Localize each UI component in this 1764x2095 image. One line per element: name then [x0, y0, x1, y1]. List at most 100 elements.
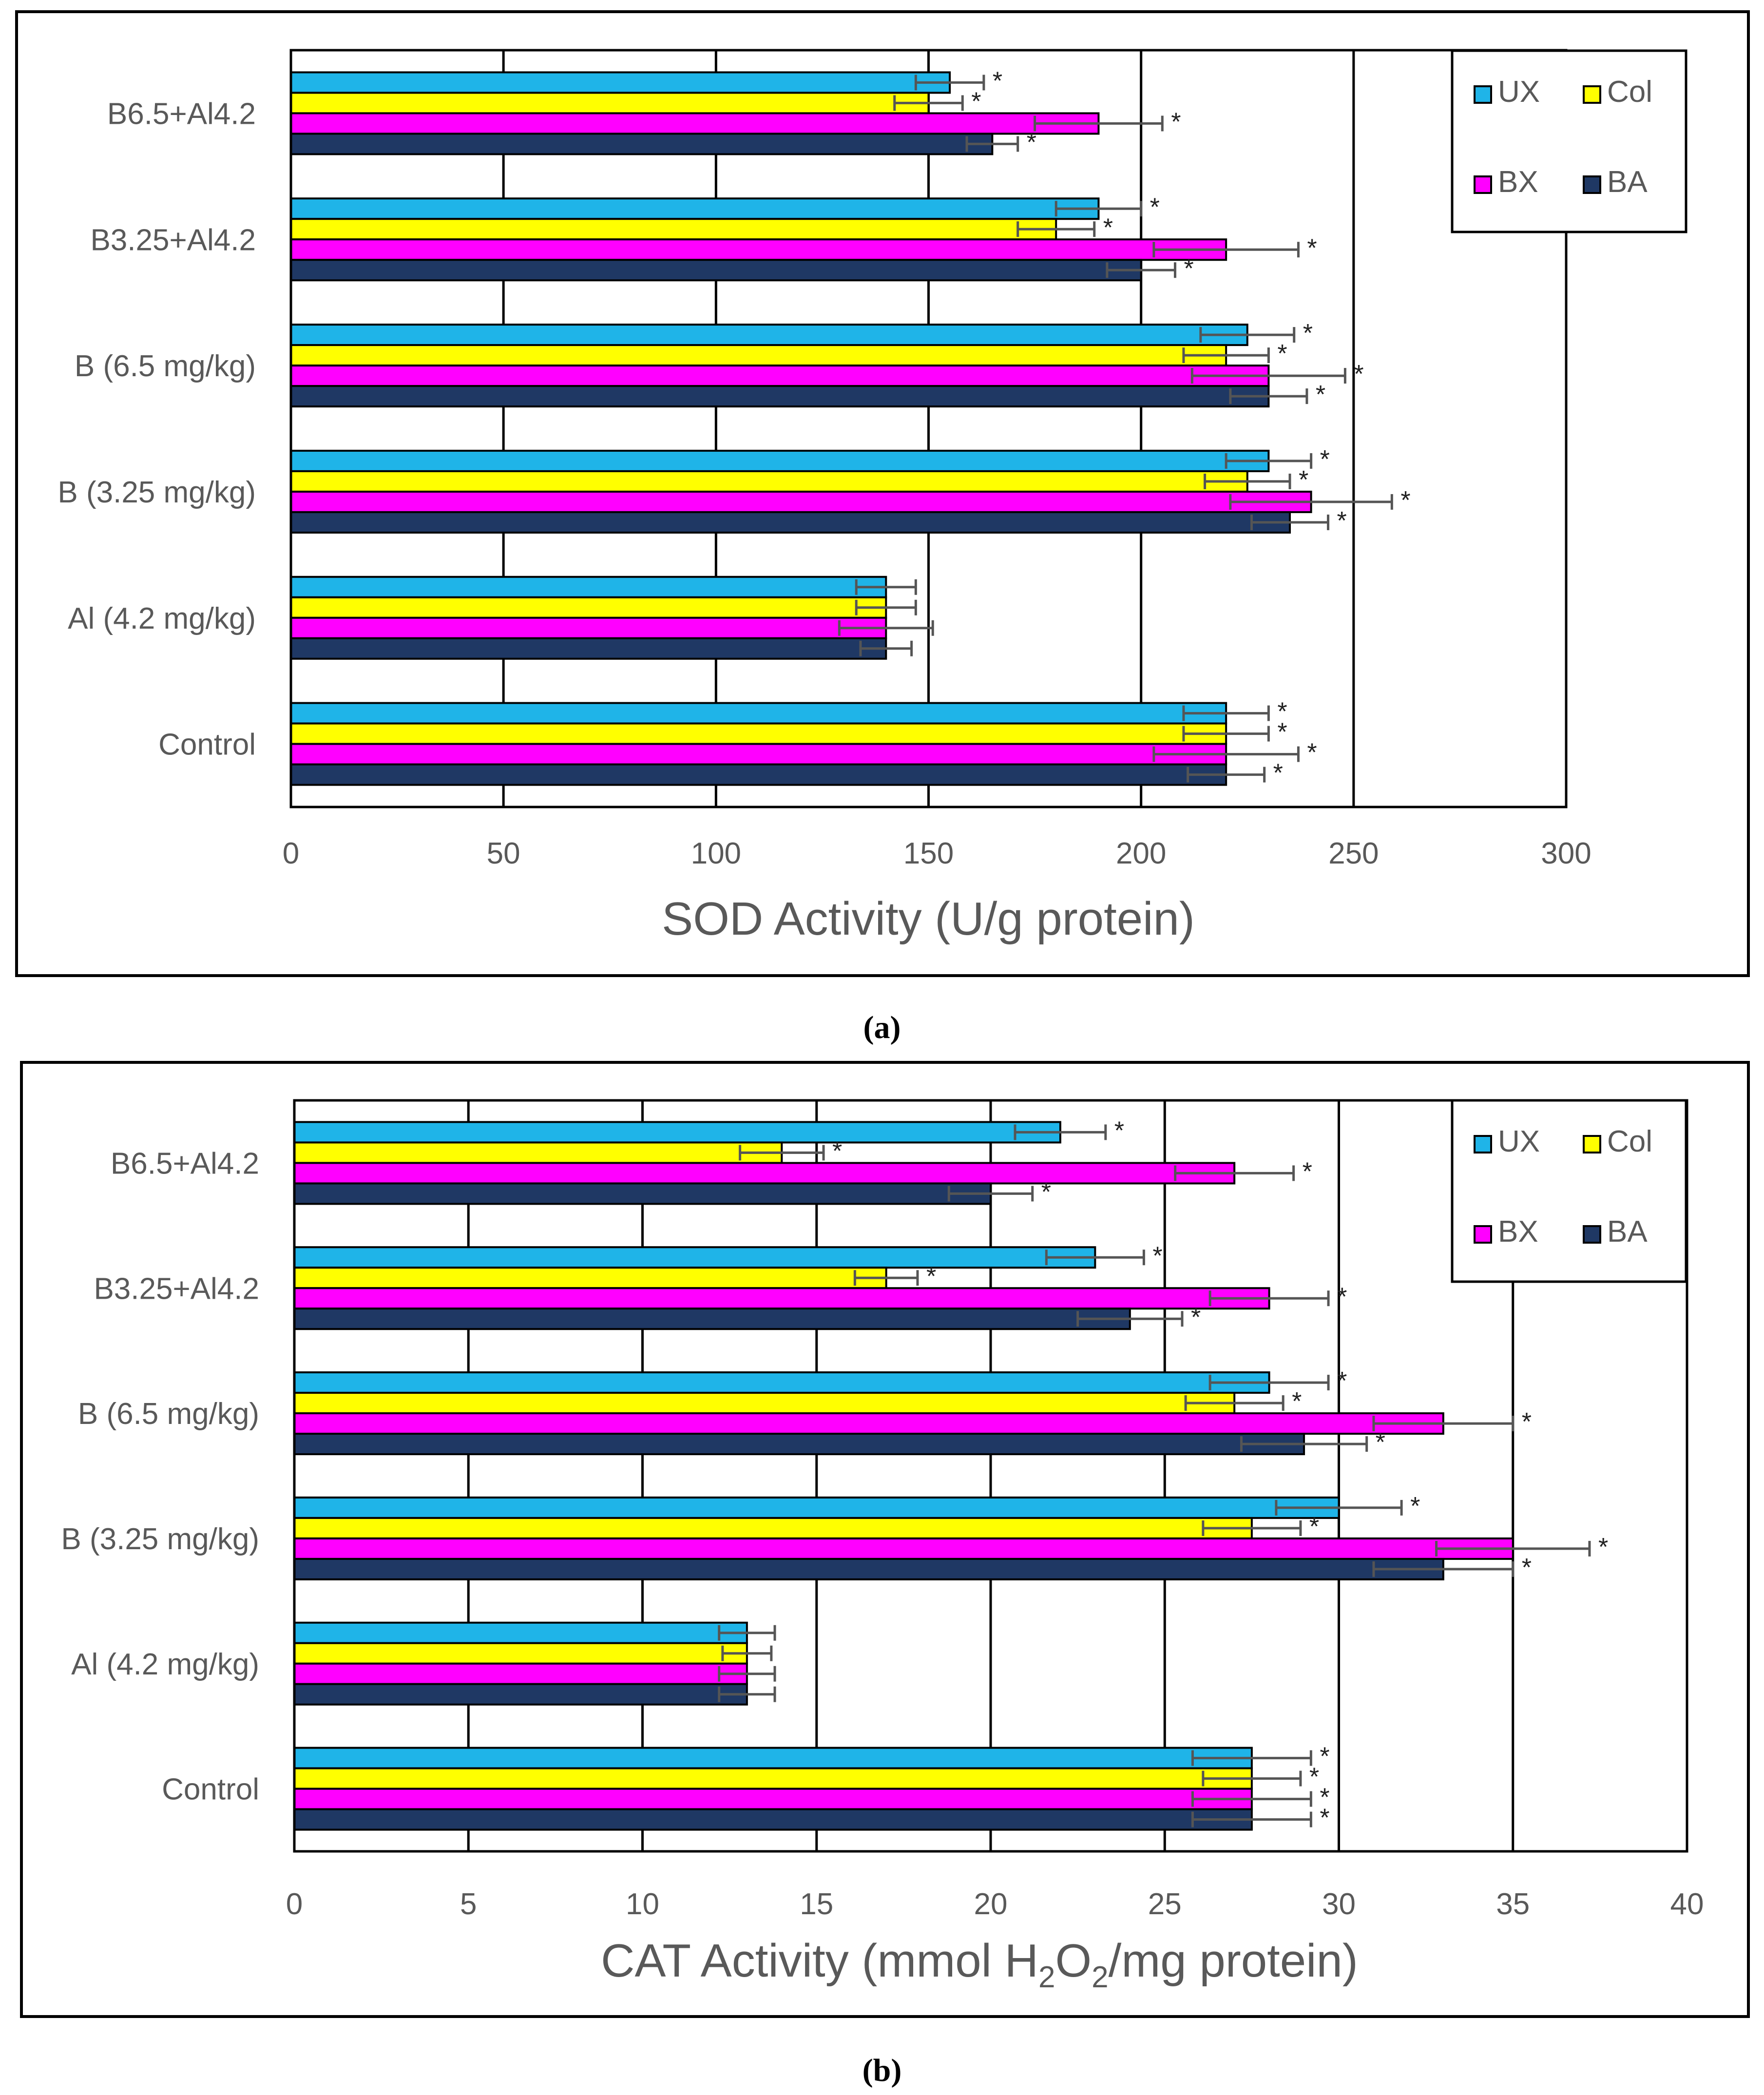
- panel-a-tick-label-200: 200: [1116, 837, 1166, 870]
- panel-b-bar-al-4-2-mg-kg-col: [293, 1642, 748, 1665]
- panel-a-bar-b-3-25-mg-kg-ux-significance-marker: *: [1320, 445, 1330, 474]
- panel-a-tick-label-250: 250: [1328, 837, 1379, 870]
- panel-a-bar-b3-25-al4-2-col-significance-marker: *: [1103, 213, 1113, 242]
- panel-b-bar-control-ba-significance-marker: *: [1320, 1804, 1329, 1832]
- panel-a-tick-label-150: 150: [903, 837, 954, 870]
- panel-b-bars: ********************: [293, 1116, 1608, 1832]
- panel-a-sod-chart: ******************** 0 50 100 150 200 250 300 …: [15, 10, 1750, 977]
- panel-b-bar-b3-25-al4-2-bx: [293, 1287, 1270, 1310]
- panel-b-bar-b-6-5-mg-kg-bx-significance-marker: *: [1522, 1408, 1532, 1436]
- panel-b-legend-label-bx: BX: [1498, 1215, 1538, 1249]
- panel-b-bar-b6-5-al4-2-ux: [293, 1121, 1061, 1144]
- panel-a-bar-b-6-5-mg-kg-ux-significance-marker: *: [1303, 319, 1313, 347]
- panel-b-bar-b-3-25-mg-kg-ux: [293, 1496, 1340, 1519]
- panel-a-bar-b3-25-al4-2-ba: [290, 259, 1142, 282]
- panel-b-bar-b-6-5-mg-kg-ba-significance-marker: *: [1376, 1428, 1385, 1457]
- panel-b-bar-al-4-2-mg-kg-bx: [293, 1662, 748, 1685]
- panel-a-bar-b-3-25-mg-kg-bx-significance-marker: *: [1400, 486, 1410, 515]
- panel-a-bar-b-3-25-mg-kg-col-significance-marker: *: [1299, 466, 1308, 494]
- panel-a-bar-b6-5-al4-2-col-significance-marker: *: [971, 87, 981, 115]
- panel-a-legend-label-ux: UX: [1498, 75, 1540, 109]
- panel-b-category-label-b3-25-al4-2: B3.25+Al4.2: [94, 1272, 259, 1306]
- panel-a-tick-label-0: 0: [283, 837, 299, 870]
- panel-b-bar-control-ba: [293, 1808, 1253, 1831]
- panel-b-x-axis-title: CAT Activity (mmol H2O2/mg protein): [601, 1935, 1358, 1994]
- panel-b-bar-b3-25-al4-2-col: [293, 1267, 887, 1289]
- panel-a-bar-control-ba: [290, 763, 1227, 786]
- panel-b-bar-control-bx: [293, 1787, 1253, 1810]
- panel-a-bar-b-6-5-mg-kg-ba-significance-marker: *: [1316, 381, 1325, 409]
- panel-b-bar-b6-5-al4-2-ba-significance-marker: *: [1041, 1178, 1051, 1206]
- panel-a-tick-label-300: 300: [1541, 837, 1591, 870]
- panel-b-cat-chart: ******************** 0 5 10 15 20 25 30 35 40 B6…: [20, 1061, 1750, 2018]
- panel-a-bar-al-4-2-mg-kg-bx: [290, 616, 887, 639]
- panel-b-gridlines: [467, 1100, 1515, 1851]
- panel-a-bar-al-4-2-mg-kg-ba: [290, 637, 887, 660]
- panel-b-bar-b-3-25-mg-kg-bx: [293, 1537, 1514, 1560]
- panel-b-bar-control-ux-significance-marker: *: [1320, 1743, 1329, 1771]
- panel-a-caption: (a): [863, 1010, 901, 1045]
- panel-a-bar-b6-5-al4-2-bx: [290, 112, 1100, 135]
- panel-a-category-label-al-4-2-mg-kg: Al (4.2 mg/kg): [68, 602, 256, 635]
- panel-b-legend-swatch-ux: [1474, 1135, 1492, 1153]
- panel-b-legend-box: [1451, 1099, 1687, 1283]
- panel-a-legend-swatch-ba: [1583, 175, 1601, 194]
- panel-a-bar-b6-5-al4-2-ba: [290, 133, 994, 155]
- panel-a-category-label-b-6-5-mg-kg: B (6.5 mg/kg): [75, 349, 256, 383]
- panel-b-category-label-b-3-25-mg-kg: B (3.25 mg/kg): [61, 1522, 259, 1556]
- panel-b-bar-b3-25-al4-2-ba-significance-marker: *: [1191, 1303, 1201, 1331]
- panel-b-category-labels: B6.5+Al4.2 B3.25+Al4.2 B (6.5 mg/kg) B (3.2…: [61, 1147, 259, 1806]
- panel-a-bar-b-3-25-mg-kg-col: [290, 470, 1248, 493]
- panel-b-legend-swatch-bx: [1474, 1225, 1492, 1244]
- panel-b-legend-label-ux: UX: [1498, 1125, 1540, 1158]
- panel-b-bar-b-3-25-mg-kg-ba-significance-marker: *: [1522, 1554, 1532, 1582]
- panel-a-bar-b-3-25-mg-kg-ux: [290, 449, 1270, 472]
- panel-a-tick-labels: 0 50 100 150 200 250 300: [283, 837, 1591, 870]
- panel-a-bar-b-3-25-mg-kg-ba: [290, 511, 1291, 534]
- panel-b-legend-swatch-col: [1583, 1135, 1601, 1153]
- panel-b-bar-b6-5-al4-2-col: [293, 1141, 783, 1164]
- panel-b-tick-labels: 0 5 10 15 20 25 30 35 40: [286, 1887, 1704, 1921]
- panel-b-bar-b6-5-al4-2-bx-significance-marker: *: [1303, 1157, 1312, 1186]
- panel-b-bar-control-bx-significance-marker: *: [1320, 1784, 1329, 1812]
- panel-b-bar-b-6-5-mg-kg-col-significance-marker: *: [1292, 1387, 1302, 1416]
- panel-b-bar-b-6-5-mg-kg-ux-significance-marker: *: [1337, 1367, 1347, 1395]
- panel-a-bar-al-4-2-mg-kg-col: [290, 596, 887, 619]
- panel-a-bar-b3-25-al4-2-bx-significance-marker: *: [1307, 234, 1317, 262]
- panel-b-tick-label-15: 15: [800, 1887, 833, 1921]
- panel-a-bar-b3-25-al4-2-col: [290, 218, 1057, 241]
- panel-b-bar-al-4-2-mg-kg-ux: [293, 1621, 748, 1644]
- panel-b-bar-b3-25-al4-2-ux: [293, 1246, 1096, 1269]
- panel-b-category-label-b-6-5-mg-kg: B (6.5 mg/kg): [78, 1397, 259, 1431]
- panel-a-bars: ********************: [290, 67, 1411, 788]
- panel-a-bar-control-bx: [290, 743, 1227, 766]
- panel-b-bar-b-6-5-mg-kg-col: [293, 1392, 1236, 1415]
- panel-a-bar-control-col: [290, 722, 1227, 745]
- panel-b-caption: (b): [863, 2053, 902, 2088]
- panel-a-bar-b-6-5-mg-kg-col-significance-marker: *: [1277, 340, 1287, 368]
- panel-b-bar-al-4-2-mg-kg-ba: [293, 1683, 748, 1706]
- panel-b-bar-b-3-25-mg-kg-col-significance-marker: *: [1309, 1513, 1319, 1541]
- panel-b-tick-label-25: 25: [1148, 1887, 1182, 1921]
- panel-b-tick-label-40: 40: [1670, 1887, 1704, 1921]
- panel-a-bar-control-col-significance-marker: *: [1277, 718, 1287, 747]
- panel-a-gridlines: [502, 50, 1355, 807]
- panel-b-bar-b-3-25-mg-kg-col: [293, 1517, 1253, 1539]
- panel-a-bar-control-ba-significance-marker: *: [1273, 759, 1283, 788]
- panel-a-frame: [15, 10, 1750, 977]
- panel-a-bar-b6-5-al4-2-bx-significance-marker: *: [1171, 108, 1181, 136]
- panel-a-legend-swatch-bx: [1474, 175, 1492, 194]
- panel-b-frame: [20, 1061, 1750, 2018]
- panel-b-bar-b-3-25-mg-kg-bx-significance-marker: *: [1598, 1533, 1608, 1561]
- panel-a-bar-b6-5-al4-2-ux-significance-marker: *: [993, 67, 1002, 95]
- panel-b-bar-b6-5-al4-2-col-significance-marker: *: [832, 1137, 842, 1165]
- panel-a-bar-control-ux: [290, 702, 1227, 725]
- panel-a-legend-box: [1451, 49, 1687, 233]
- panel-a-bar-b-3-25-mg-kg-bx: [290, 490, 1312, 513]
- panel-a-bar-control-bx-significance-marker: *: [1307, 739, 1317, 767]
- panel-a-bar-b-3-25-mg-kg-ba-significance-marker: *: [1337, 507, 1346, 535]
- panel-a-legend-label-bx: BX: [1498, 165, 1538, 199]
- panel-b-tick-label-20: 20: [974, 1887, 1008, 1921]
- panel-b-legend-label-ba: BA: [1607, 1215, 1648, 1249]
- panel-a-bar-b3-25-al4-2-ux: [290, 197, 1100, 220]
